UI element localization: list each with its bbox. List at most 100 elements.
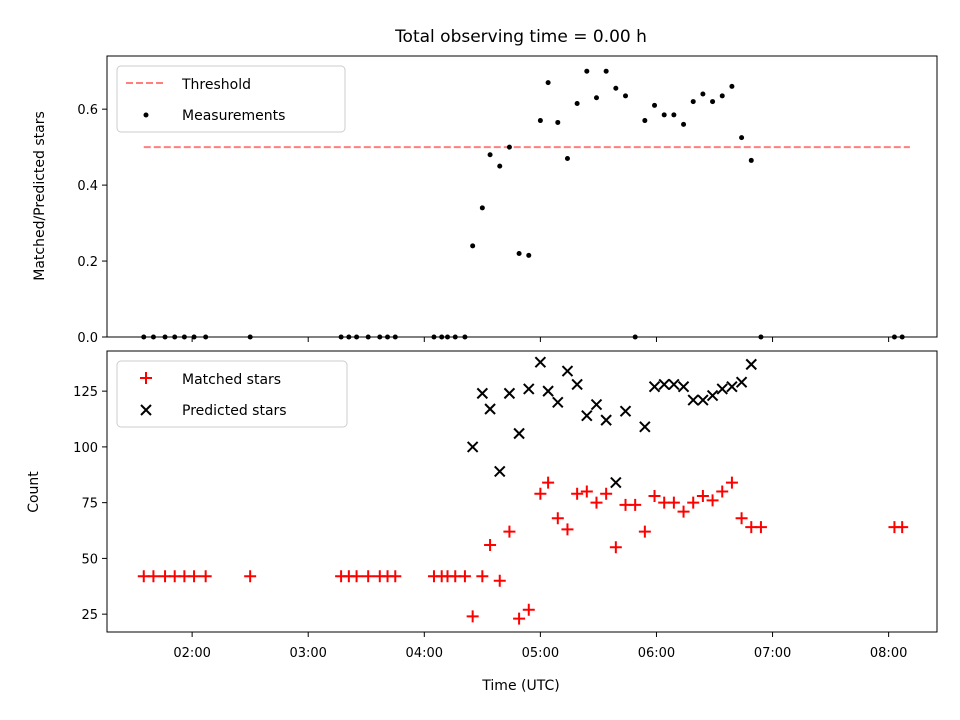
predicted-star-point [466, 441, 479, 453]
matched-star-point [716, 485, 729, 498]
x-tick-label: 08:00 [870, 646, 907, 661]
measurement-point [661, 112, 667, 118]
measurement-point [690, 99, 696, 105]
count-y-ticks: 25 50 75 100 125 [73, 385, 107, 623]
matched-star-point [687, 496, 700, 509]
measurement-point [555, 119, 561, 125]
matched-star-point [609, 541, 622, 554]
predicted-star-point [542, 385, 554, 397]
predicted-star-point [590, 398, 603, 411]
matched-star-point [896, 521, 909, 534]
legend-matched-label: Matched stars [182, 372, 281, 388]
count-y-tick-label: 100 [73, 441, 98, 456]
matched-star-point [677, 505, 690, 518]
x-tick-label: 05:00 [522, 646, 559, 661]
matched-star-point [735, 512, 748, 525]
count-y-axis-label: Count [26, 471, 42, 513]
ratio-y-tick-label: 0.2 [77, 255, 98, 270]
matched-star-point [667, 496, 680, 509]
ratio-legend-box [116, 65, 346, 133]
predicted-star-point [745, 358, 757, 371]
matched-star-point [706, 494, 719, 507]
count-y-tick-label: 50 [81, 552, 98, 567]
x-tick-label: 03:00 [289, 646, 326, 661]
measurement-point [470, 243, 476, 249]
count-axes-frame [106, 350, 938, 633]
matched-star-point [754, 521, 767, 534]
ratio-panel: 0.0 0.2 0.4 0.6 Matched/Predicted stars Thr… [32, 55, 938, 346]
matched-star-point [551, 512, 564, 525]
matched-star-point [466, 610, 479, 623]
predicted-star-point [610, 476, 622, 489]
x-axis-label: Time (UTC) [481, 678, 559, 694]
predicted-star-point [726, 380, 738, 393]
measurement-point [487, 152, 493, 158]
legend-measurements-swatch [143, 112, 149, 118]
measurement-point [719, 93, 725, 99]
measurement-point [574, 100, 580, 106]
count-y-tick-label: 75 [81, 497, 98, 512]
matched-star-points [137, 476, 909, 625]
matched-star-point [696, 489, 709, 502]
measurement-point [700, 91, 706, 97]
measurement-point [642, 118, 648, 124]
measurement-point [748, 157, 754, 163]
matched-star-point [188, 570, 201, 583]
measurement-point [506, 144, 512, 150]
matched-star-point [458, 570, 471, 583]
matched-star-point [522, 603, 535, 616]
ratio-y-tick-label: 0.0 [77, 331, 98, 346]
measurement-point [537, 118, 543, 124]
x-tick-label: 07:00 [754, 646, 791, 661]
predicted-star-point [476, 387, 489, 400]
predicted-star-point [581, 409, 593, 422]
x-tick-label: 04:00 [406, 646, 443, 661]
matched-star-point [590, 496, 603, 509]
measurement-point [593, 95, 599, 101]
predicted-star-point [668, 378, 680, 391]
count-legend: Matched stars Predicted stars [116, 360, 348, 428]
ratio-y-axis-label: Matched/Predicted stars [32, 111, 48, 281]
legend-predicted-swatch [140, 404, 152, 416]
legend-matched-swatch [140, 372, 152, 384]
matched-star-point [244, 570, 257, 583]
ratio-y-tick-label: 0.6 [77, 103, 98, 118]
predicted-star-point [648, 380, 661, 393]
predicted-star-point [571, 378, 583, 391]
legend-threshold-label: Threshold [181, 77, 251, 93]
predicted-star-point [503, 387, 516, 400]
measurement-point [613, 85, 619, 91]
measurement-point [671, 112, 677, 118]
ratio-y-tick-label: 0.4 [77, 179, 98, 194]
matched-star-point [484, 539, 497, 552]
measurement-point [526, 252, 532, 258]
matched-star-point [350, 570, 363, 583]
predicted-star-point [523, 383, 535, 395]
predicted-star-points [466, 356, 757, 489]
matched-star-point [571, 487, 584, 500]
matched-star-point [561, 523, 574, 536]
matched-star-point [648, 489, 661, 502]
legend-predicted-label: Predicted stars [182, 403, 287, 419]
predicted-star-point [706, 389, 719, 402]
measurement-point [479, 205, 485, 211]
matched-star-point [534, 487, 547, 500]
measurement-point [564, 156, 570, 162]
measurement-point [729, 83, 735, 89]
predicted-star-point [716, 383, 728, 395]
predicted-star-point [534, 356, 547, 368]
predicted-star-point [658, 378, 670, 391]
predicted-star-point [561, 365, 574, 377]
count-y-tick-label: 25 [81, 608, 98, 623]
ratio-x-ticks [191, 337, 890, 342]
matched-star-point [638, 525, 651, 538]
predicted-star-point [677, 380, 690, 393]
count-legend-box [116, 360, 348, 428]
matched-star-point [629, 498, 642, 511]
measurement-point [497, 163, 503, 169]
matched-star-point [513, 612, 526, 625]
measurement-point [603, 68, 609, 74]
predicted-star-point [600, 414, 612, 426]
matched-star-point [600, 487, 613, 500]
